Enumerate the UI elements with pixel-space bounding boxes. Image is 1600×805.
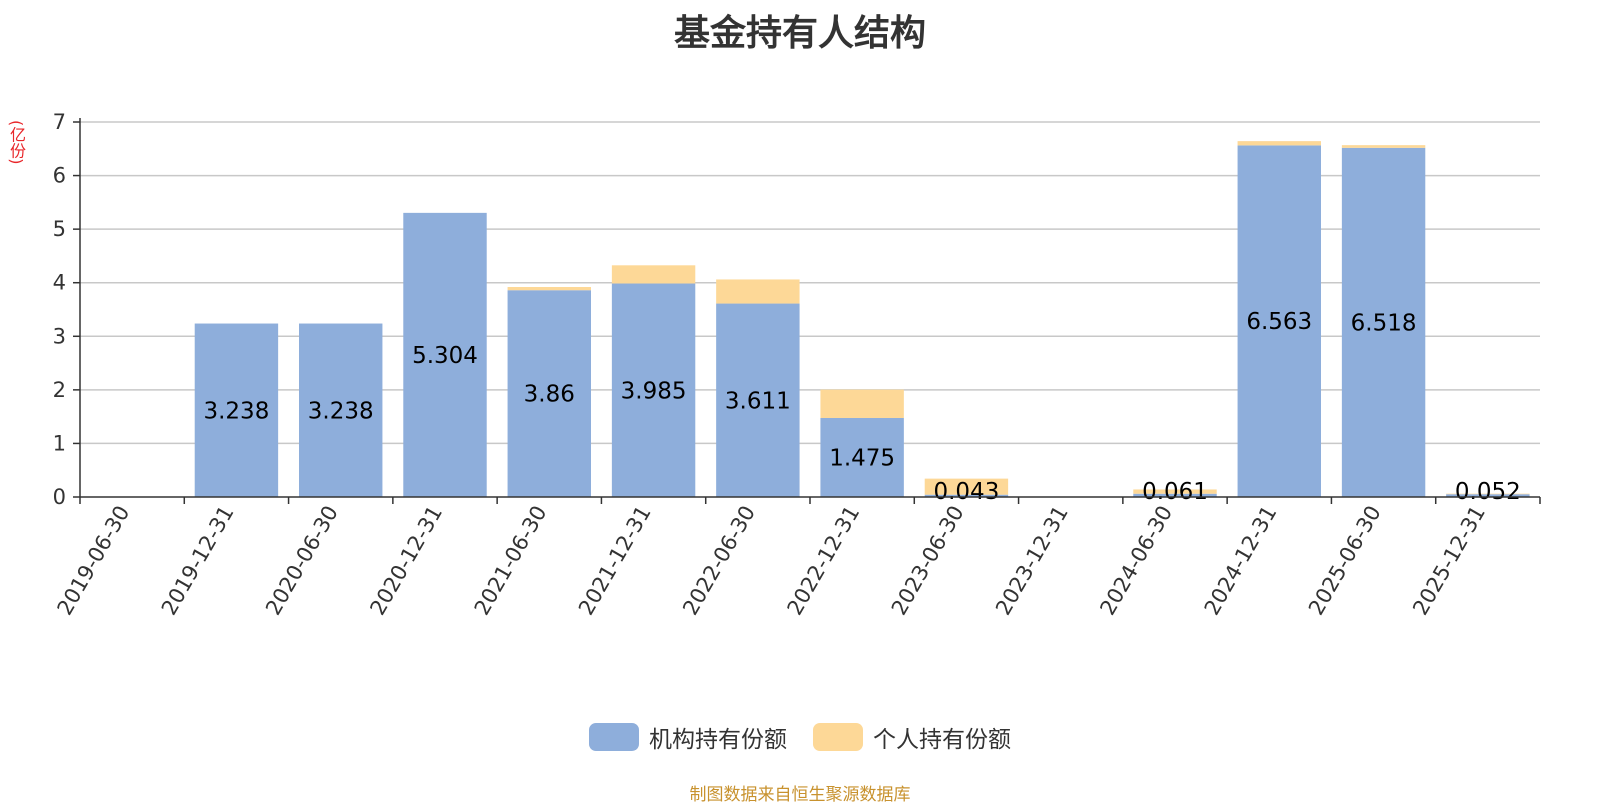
y-tick-label: 3 — [53, 324, 66, 348]
bar-institutional — [194, 323, 279, 497]
bar-data-label: 3.86 — [524, 382, 575, 408]
bar-data-label: 6.518 — [1351, 310, 1417, 336]
bar-individual — [716, 279, 800, 304]
legend-label-institutional: 机构持有份额 — [649, 727, 787, 753]
bar-institutional — [1237, 145, 1321, 498]
y-tick-label: 1 — [53, 431, 66, 455]
bar-data-label: 0.052 — [1455, 479, 1521, 505]
bar-individual — [1446, 493, 1530, 495]
y-tick-label: 0 — [53, 485, 66, 509]
x-tick-label: 2020-12-31 — [365, 502, 447, 620]
x-tick-label: 2023-12-31 — [991, 502, 1073, 620]
x-tick-label: 2021-06-30 — [470, 502, 552, 620]
legend-swatch-institutional — [589, 723, 639, 751]
bar-institutional — [507, 290, 591, 497]
y-tick-label: 7 — [53, 110, 66, 134]
bar-institutional — [299, 323, 383, 497]
bar-institutional — [820, 417, 904, 497]
bar-individual — [1237, 141, 1321, 146]
x-tick-label: 2019-06-30 — [53, 502, 135, 620]
x-tick-label: 2024-06-30 — [1095, 502, 1177, 620]
bar-data-label: 3.985 — [621, 378, 687, 404]
bar-institutional — [1133, 493, 1217, 497]
bar-data-label: 3.611 — [725, 388, 791, 414]
bar-data-label: 1.475 — [829, 445, 895, 471]
bar-data-label: 3.238 — [308, 398, 374, 424]
bar-institutional — [924, 494, 1009, 497]
y-axis-unit-label: (亿份) — [7, 120, 26, 165]
bar-individual — [1133, 489, 1217, 494]
bar-data-label: 0.061 — [1142, 479, 1208, 505]
x-tick-label: 2022-06-30 — [678, 502, 760, 620]
x-tick-label: 2025-12-31 — [1408, 502, 1490, 620]
y-tick-label: 6 — [53, 164, 66, 188]
data-source-note: 制图数据来自恒生聚源数据库 — [689, 785, 911, 805]
bar-individual — [820, 389, 904, 418]
y-tick-label: 4 — [53, 271, 66, 295]
x-tick-label: 2023-06-30 — [887, 501, 969, 619]
bar-individual — [611, 265, 696, 284]
legend-item-institutional[interactable]: 机构持有份额 — [589, 720, 787, 754]
x-tick-label: 2024-12-31 — [1200, 502, 1282, 620]
y-tick-label: 2 — [53, 378, 66, 402]
bar-institutional — [1446, 494, 1530, 497]
x-tick-label: 2020-06-30 — [261, 502, 343, 620]
bar-individual — [507, 287, 591, 291]
x-tick-label: 2021-12-31 — [574, 502, 656, 620]
bar-individual — [924, 478, 1009, 495]
y-tick-label: 5 — [53, 217, 66, 241]
bar-institutional — [716, 303, 800, 497]
x-tick-label: 2025-06-30 — [1304, 502, 1386, 620]
legend-swatch-individual — [813, 723, 863, 751]
bar-institutional — [1341, 147, 1426, 498]
bar-data-label: 5.304 — [412, 343, 478, 369]
bar-institutional — [611, 283, 696, 497]
legend-item-individual[interactable]: 个人持有份额 — [813, 720, 1011, 754]
x-tick-label: 2019-12-31 — [157, 502, 239, 620]
bar-chart: 0 1 2 3 4 5 6 7 3.238 3.238 5.304 3.86 3.985 3.611 1.4… — [53, 110, 1541, 620]
bar-institutional — [403, 212, 487, 497]
bar-data-label: 0.043 — [933, 479, 999, 505]
x-tick-label: 2022-12-31 — [783, 502, 865, 620]
bar-data-label: 6.563 — [1246, 309, 1312, 335]
chart-title: 基金持有人结构 — [673, 13, 926, 54]
legend-label-individual: 个人持有份额 — [873, 727, 1011, 753]
bar-individual — [1341, 145, 1426, 148]
bar-data-label: 3.238 — [203, 398, 269, 424]
legend: 机构持有份额 个人持有份额 — [0, 720, 1600, 754]
